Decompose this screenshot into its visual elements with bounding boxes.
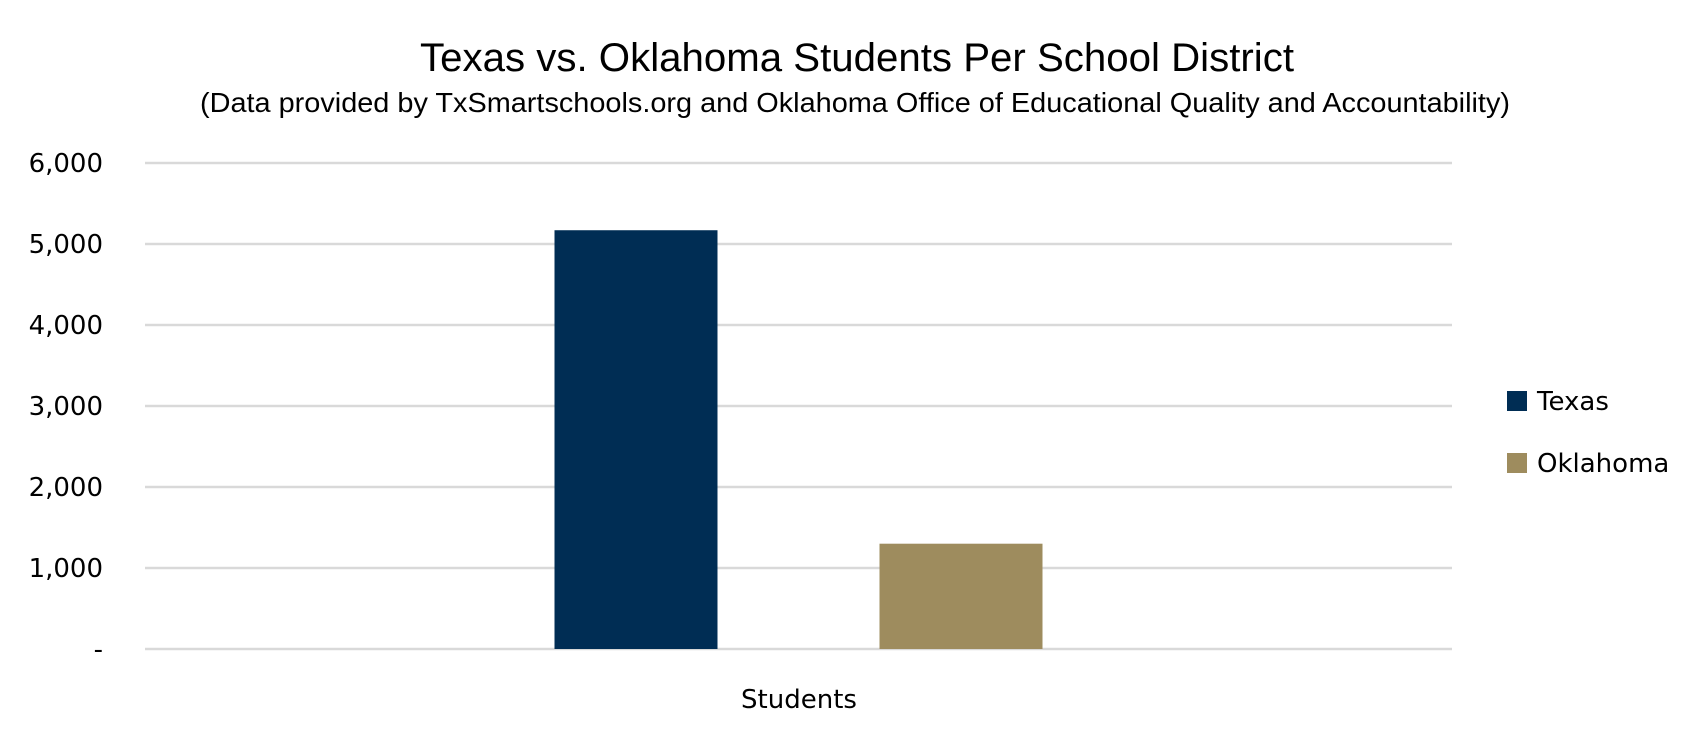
y-tick-label: 5,000	[29, 230, 103, 260]
y-axis: - 1,000 2,000 3,000 4,000 5,000 6,000	[29, 149, 103, 665]
legend-label-oklahoma: Oklahoma	[1537, 449, 1669, 479]
y-tick-label: 2,000	[29, 473, 103, 503]
bars	[554, 230, 1043, 650]
legend-label-texas: Texas	[1536, 387, 1609, 417]
legend: Texas Oklahoma	[1507, 387, 1669, 479]
y-tick-label: 3,000	[29, 392, 103, 422]
chart-title: Texas vs. Oklahoma Students Per School D…	[420, 36, 1294, 80]
bar-texas	[554, 230, 718, 650]
x-category-label: Students	[741, 685, 857, 715]
y-tick-label: -	[94, 635, 103, 665]
chart-subtitle: (Data provided by TxSmartschools.org and…	[200, 87, 1510, 118]
legend-swatch-texas	[1507, 391, 1527, 411]
y-tick-label: 4,000	[29, 311, 103, 341]
y-tick-label: 1,000	[29, 554, 103, 584]
bar-oklahoma	[879, 543, 1043, 649]
legend-swatch-oklahoma	[1507, 453, 1527, 473]
y-tick-label: 6,000	[29, 149, 103, 179]
gridlines	[145, 161, 1452, 651]
